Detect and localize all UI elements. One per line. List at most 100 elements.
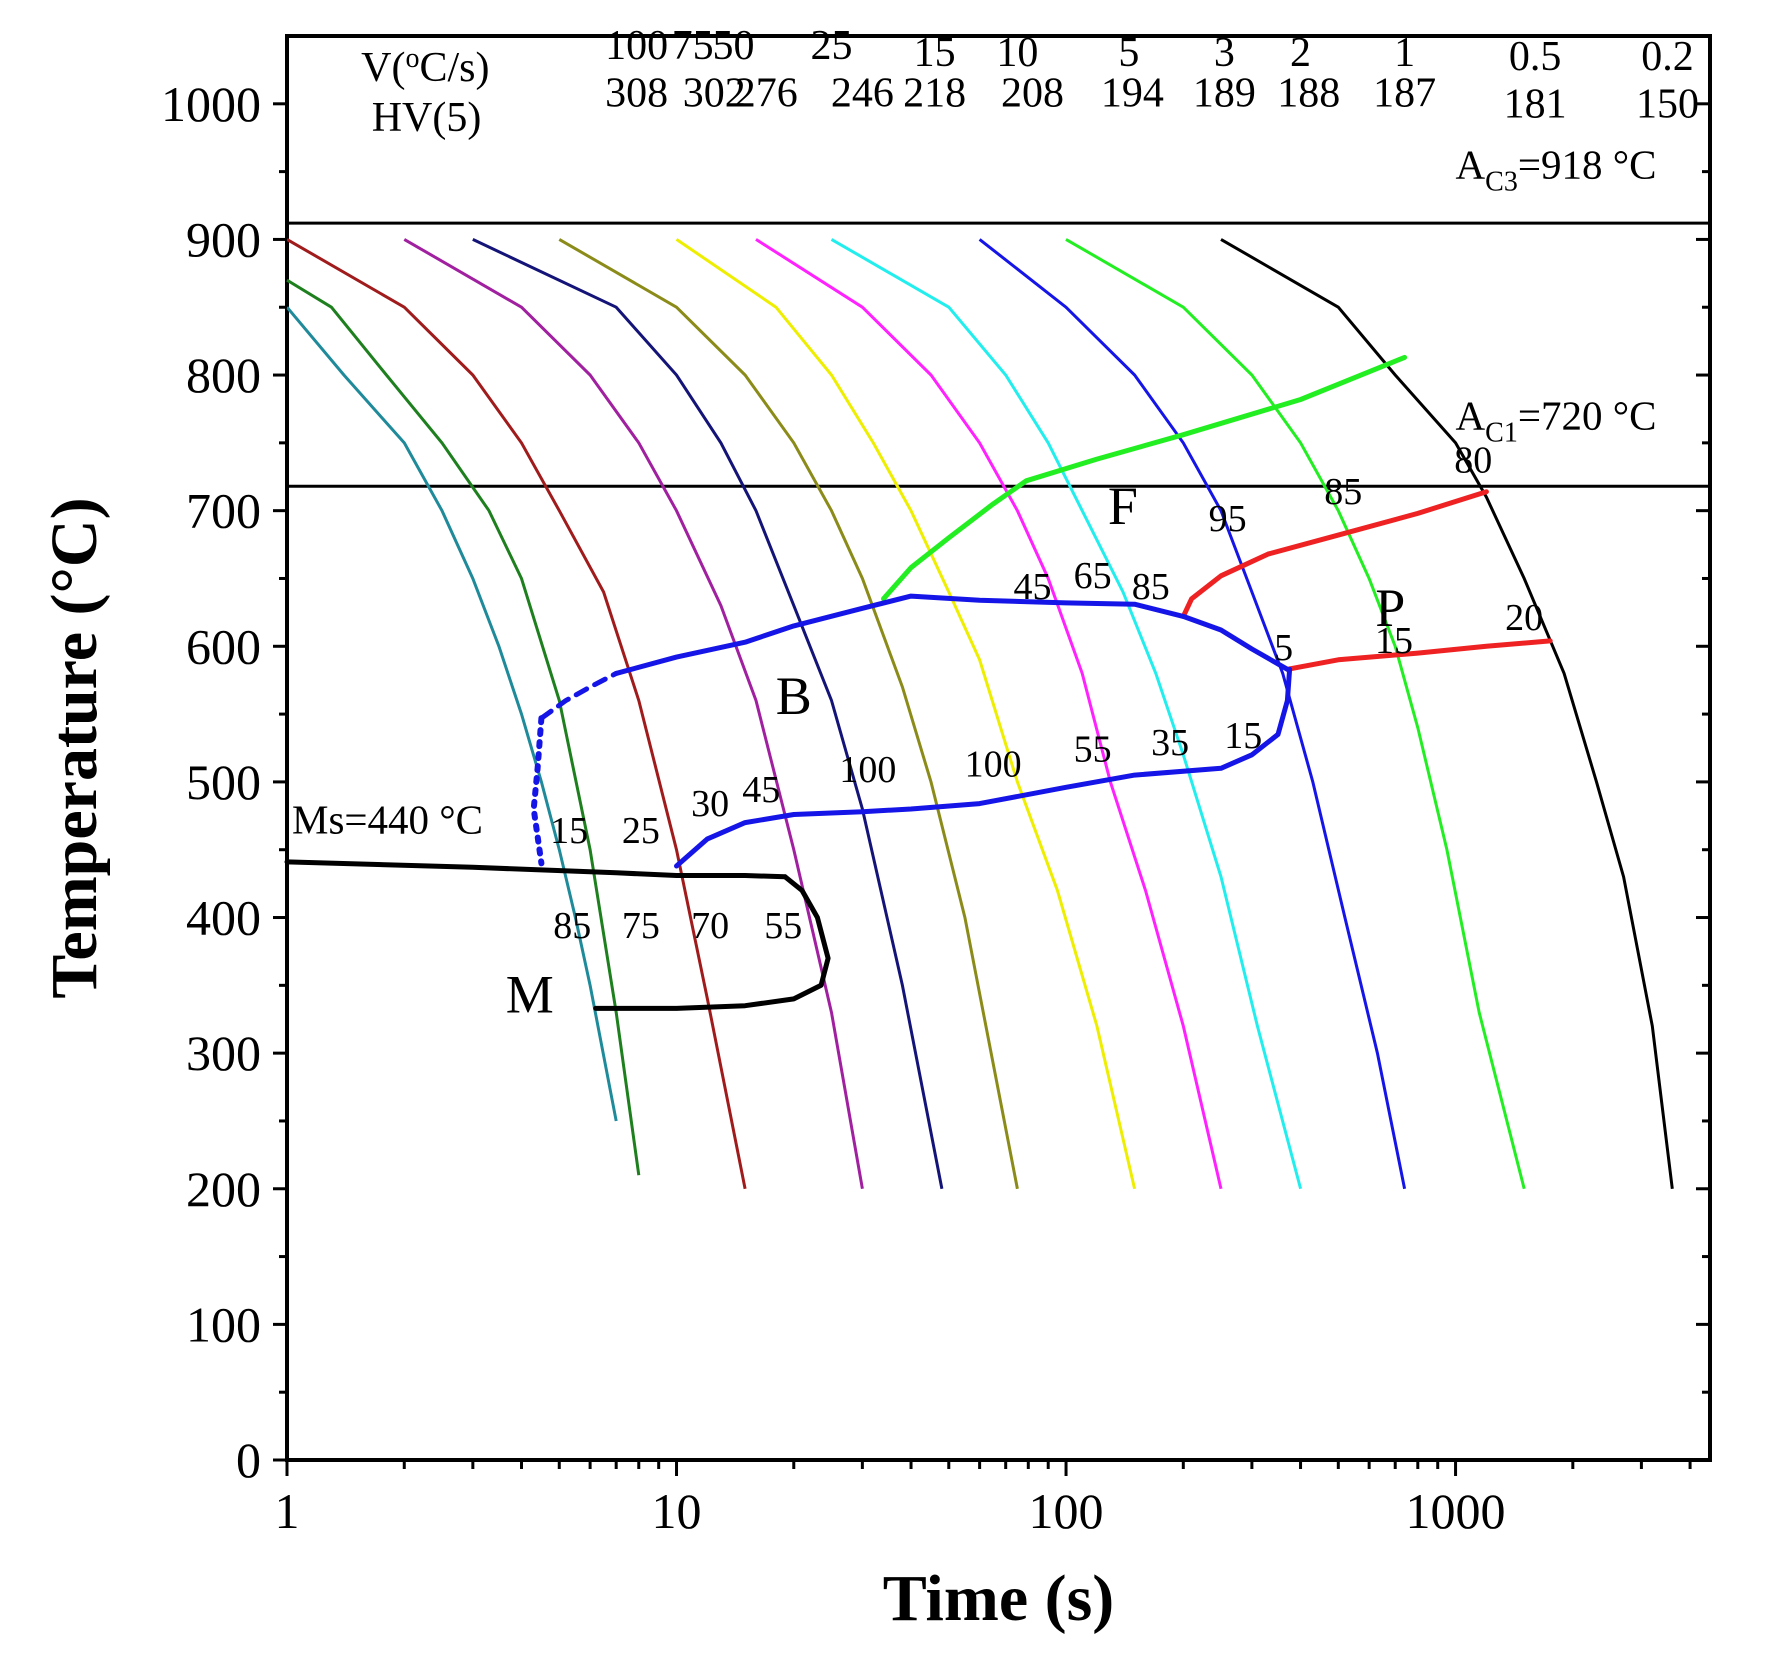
- phase-percent-label: 100: [965, 743, 1022, 785]
- y-tick-label: 600: [186, 618, 261, 674]
- hardness-label: 188: [1277, 71, 1340, 117]
- hardness-label: 150: [1636, 81, 1699, 127]
- bainite-lower-limit-curve: [530, 715, 545, 867]
- cooling-rate-label: 1: [1394, 30, 1415, 76]
- cooling-rate-label: 2: [1290, 30, 1311, 76]
- x-tick-label: 1000: [1406, 1483, 1506, 1539]
- hardness-label: 276: [735, 71, 798, 117]
- y-tick-label: 400: [186, 890, 261, 946]
- cooling-rate-label: 25: [811, 23, 853, 69]
- hardness-label: 194: [1101, 71, 1164, 117]
- hardness-label: 302: [683, 71, 746, 117]
- phase-percent-label: 75: [622, 905, 660, 947]
- cooling-curve-100: [285, 306, 618, 1122]
- x-tick-label: 1: [275, 1483, 300, 1539]
- y-tick-label: 200: [186, 1161, 261, 1217]
- cooling-rate-label: 100: [605, 23, 668, 69]
- y-tick-label: 500: [186, 754, 261, 810]
- pearlite-finish-curve: [1284, 638, 1553, 672]
- phase-percent-label: 80: [1454, 440, 1492, 482]
- cooling-rate-label: 5: [1118, 30, 1139, 76]
- bainite-finish-curve: [674, 666, 1293, 869]
- hardness-label: 208: [1001, 71, 1064, 117]
- phase-percent-label: 35: [1151, 722, 1189, 764]
- cooling-rate-row-label: V(oC/s): [361, 43, 489, 91]
- phase-percent-label: 95: [1209, 498, 1247, 540]
- phase-percent-label: 65: [1074, 555, 1112, 597]
- y-tick-label: 1000: [161, 76, 261, 132]
- row-labels: V(oC/s) HV(5): [361, 43, 489, 141]
- martensite-region-curve: [593, 874, 831, 1011]
- phase-percent-label: 15: [550, 810, 588, 852]
- cooling-curve-15: [472, 238, 944, 1190]
- cooling-curve-1: [978, 238, 1407, 1190]
- cooling-curve-5: [675, 238, 1137, 1190]
- phase-boundaries: [284, 354, 1553, 1011]
- hardness-label: 218: [903, 71, 966, 117]
- x-axis-ticks: 1 10 100 1000: [275, 1460, 1692, 1539]
- phase-percent-label: Ms=440 °C: [292, 796, 483, 842]
- phase-percent-label: 15: [1375, 620, 1413, 662]
- x-tick-label: 10: [652, 1483, 702, 1539]
- y-tick-label: 800: [186, 347, 261, 403]
- y-tick-label: 300: [186, 1025, 261, 1081]
- cooling-rate-label: 0.5: [1509, 34, 1562, 80]
- bainite-start-extrapolated-curve: [538, 670, 619, 721]
- phase-percent-label: 70: [691, 905, 729, 947]
- cooling-curve-2: [830, 238, 1303, 1190]
- hardness-label: 308: [605, 71, 668, 117]
- phase-regions: F P B M: [506, 476, 1406, 1024]
- phase-percent-label: 45: [742, 769, 780, 811]
- pearlite-start-curve: [1180, 489, 1489, 619]
- hardness-row-label: HV(5): [372, 95, 482, 141]
- region-label-b: B: [776, 666, 812, 726]
- y-tick-label: 0: [236, 1432, 261, 1488]
- cooling-curve-75: [286, 278, 641, 1176]
- cooling-curve-50: [286, 238, 747, 1190]
- ac1-label: AC1=720 °C: [1456, 392, 1657, 448]
- y-axis-ticks: 0 100 200 300 400 500 600 700 800 900 1000: [161, 76, 1710, 1488]
- hardness-label: 189: [1193, 71, 1256, 117]
- plot-frame: [285, 34, 1712, 1462]
- martensite-start-curve: [284, 859, 788, 880]
- ferrite-start-curve: [881, 354, 1408, 602]
- cooling-rate-label: 15: [914, 30, 956, 76]
- cooling-curve-25: [403, 238, 864, 1190]
- reference-lines: AC3=918 °C AC1=720 °C: [287, 141, 1710, 488]
- cooling-curve-0-5: [1065, 238, 1526, 1190]
- phase-percent-label: 30: [691, 783, 729, 825]
- hardness-label: 181: [1504, 81, 1567, 127]
- axes: 1 10 100 1000 0 100 200 300 400 500 600 700 800 900 1…: [38, 76, 1710, 1635]
- cooling-rate-label: 0.2: [1641, 34, 1694, 80]
- y-tick-label: 900: [186, 211, 261, 267]
- phase-percent-label: 5: [1274, 627, 1293, 669]
- y-tick-label: 700: [186, 483, 261, 539]
- cooling-rate-label: 75: [672, 23, 714, 69]
- cooling-curves: 1003087530250276252461521810208519431892…: [285, 23, 1699, 1190]
- phase-percent-label: 45: [1013, 566, 1051, 608]
- bainite-start-curve: [613, 593, 1290, 676]
- x-axis-title: Time (s): [883, 1562, 1115, 1635]
- cooling-rate-label: 3: [1214, 30, 1235, 76]
- phase-annotations: Ms=440 °C 15 25 30 45 100 100 55 35 15 45 65 85 95 85 8…: [292, 440, 1543, 947]
- phase-percent-label: 100: [839, 749, 896, 791]
- phase-percent-label: 85: [1324, 471, 1362, 513]
- region-label-f: F: [1108, 476, 1138, 536]
- hardness-label: 187: [1373, 71, 1436, 117]
- hardness-label: 246: [831, 71, 894, 117]
- y-tick-label: 100: [186, 1296, 261, 1352]
- region-label-m: M: [506, 964, 554, 1024]
- phase-percent-label: 85: [553, 905, 591, 947]
- x-tick-label: 100: [1029, 1483, 1104, 1539]
- region-label-p: P: [1375, 578, 1405, 638]
- cooling-rate-label: 50: [712, 23, 754, 69]
- cooling-curve-10: [558, 238, 1019, 1190]
- phase-percent-label: 15: [1224, 715, 1262, 757]
- phase-percent-label: 25: [622, 810, 660, 852]
- cooling-rate-label: 10: [996, 30, 1038, 76]
- cooling-curve-3: [755, 238, 1223, 1190]
- cooling-curve-0-2: [1220, 238, 1674, 1189]
- ac3-label: AC3=918 °C: [1456, 141, 1657, 197]
- phase-percent-label: 85: [1132, 566, 1170, 608]
